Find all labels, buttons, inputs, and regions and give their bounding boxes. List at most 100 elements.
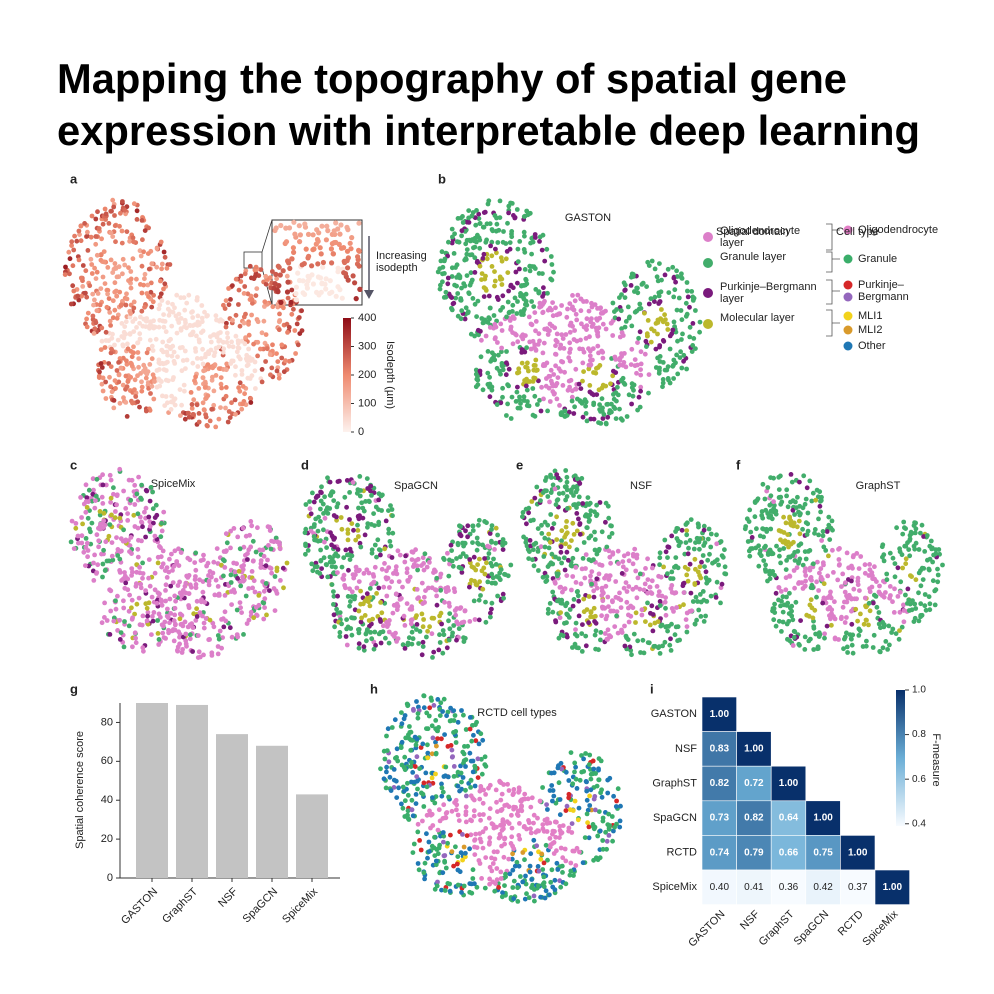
spot [877, 583, 882, 589]
spot [557, 403, 562, 408]
spot [587, 383, 593, 388]
spot [158, 545, 163, 551]
spot [71, 546, 77, 551]
spot [134, 581, 139, 586]
spot [843, 580, 848, 586]
spot [378, 640, 384, 646]
spot [764, 488, 770, 494]
spot [255, 353, 260, 359]
spot [101, 510, 107, 516]
spot [580, 860, 586, 866]
spot [571, 493, 576, 498]
spot [615, 384, 620, 390]
spot [618, 803, 623, 809]
spot [701, 619, 707, 624]
spot [246, 547, 252, 553]
spot [609, 401, 614, 407]
spot [493, 525, 499, 531]
spot [761, 558, 767, 563]
spot [243, 533, 249, 539]
spot [353, 564, 359, 570]
spot [559, 766, 565, 772]
spot [142, 304, 148, 310]
spot [652, 299, 657, 304]
spot [101, 518, 107, 524]
spot [134, 491, 140, 497]
spot [579, 476, 585, 481]
spot [289, 287, 295, 293]
panel-label: f [736, 457, 741, 472]
spot [119, 228, 125, 234]
spot [675, 538, 681, 544]
spot [929, 546, 935, 552]
spot [784, 621, 790, 627]
spot [495, 532, 500, 538]
spot [595, 332, 600, 337]
spot [157, 383, 163, 389]
spot [463, 764, 468, 769]
spot [130, 615, 136, 621]
spot [194, 356, 200, 361]
spot [549, 783, 555, 788]
spot [108, 608, 114, 614]
spot [489, 350, 495, 356]
spot [120, 199, 125, 204]
spot [829, 518, 835, 524]
spot [525, 399, 530, 404]
spot [564, 314, 570, 320]
spot [414, 622, 420, 627]
spot [124, 204, 130, 210]
spot [763, 543, 768, 549]
spot [662, 639, 668, 645]
spot [164, 343, 170, 349]
spot [477, 831, 483, 836]
spot [675, 565, 681, 571]
spot [66, 249, 72, 255]
spot [112, 515, 118, 521]
spot [510, 851, 515, 857]
spot [489, 227, 495, 232]
spot [905, 586, 911, 592]
spot [265, 557, 270, 563]
spot [105, 265, 111, 270]
spot [552, 579, 558, 585]
spot [576, 598, 582, 604]
spot [530, 882, 535, 888]
spot [140, 560, 146, 566]
spot [482, 754, 488, 760]
spot [171, 638, 177, 644]
spot [203, 351, 209, 357]
spot [118, 630, 124, 635]
spot [808, 585, 814, 591]
spot [496, 575, 502, 581]
spot [461, 758, 467, 764]
spot [900, 531, 906, 537]
spot [96, 538, 102, 544]
spot [463, 528, 468, 534]
spot [523, 333, 528, 338]
spot [178, 295, 184, 301]
spot [499, 328, 505, 333]
spot [687, 334, 693, 340]
spot [463, 727, 469, 732]
spot [529, 235, 535, 241]
spot [470, 237, 475, 242]
spot [79, 533, 85, 539]
spot [115, 593, 120, 599]
spot [445, 281, 451, 287]
spot [399, 739, 405, 745]
spot [674, 268, 679, 274]
spot [504, 413, 509, 418]
spot [558, 584, 564, 590]
spot [450, 234, 455, 240]
spot [262, 596, 268, 602]
spot [567, 301, 573, 306]
spot [583, 403, 588, 409]
spot [118, 302, 124, 308]
spot [437, 632, 442, 638]
spot [88, 256, 94, 262]
spot [753, 545, 759, 551]
spot [343, 634, 349, 639]
spot [286, 324, 292, 330]
spot [159, 266, 165, 272]
